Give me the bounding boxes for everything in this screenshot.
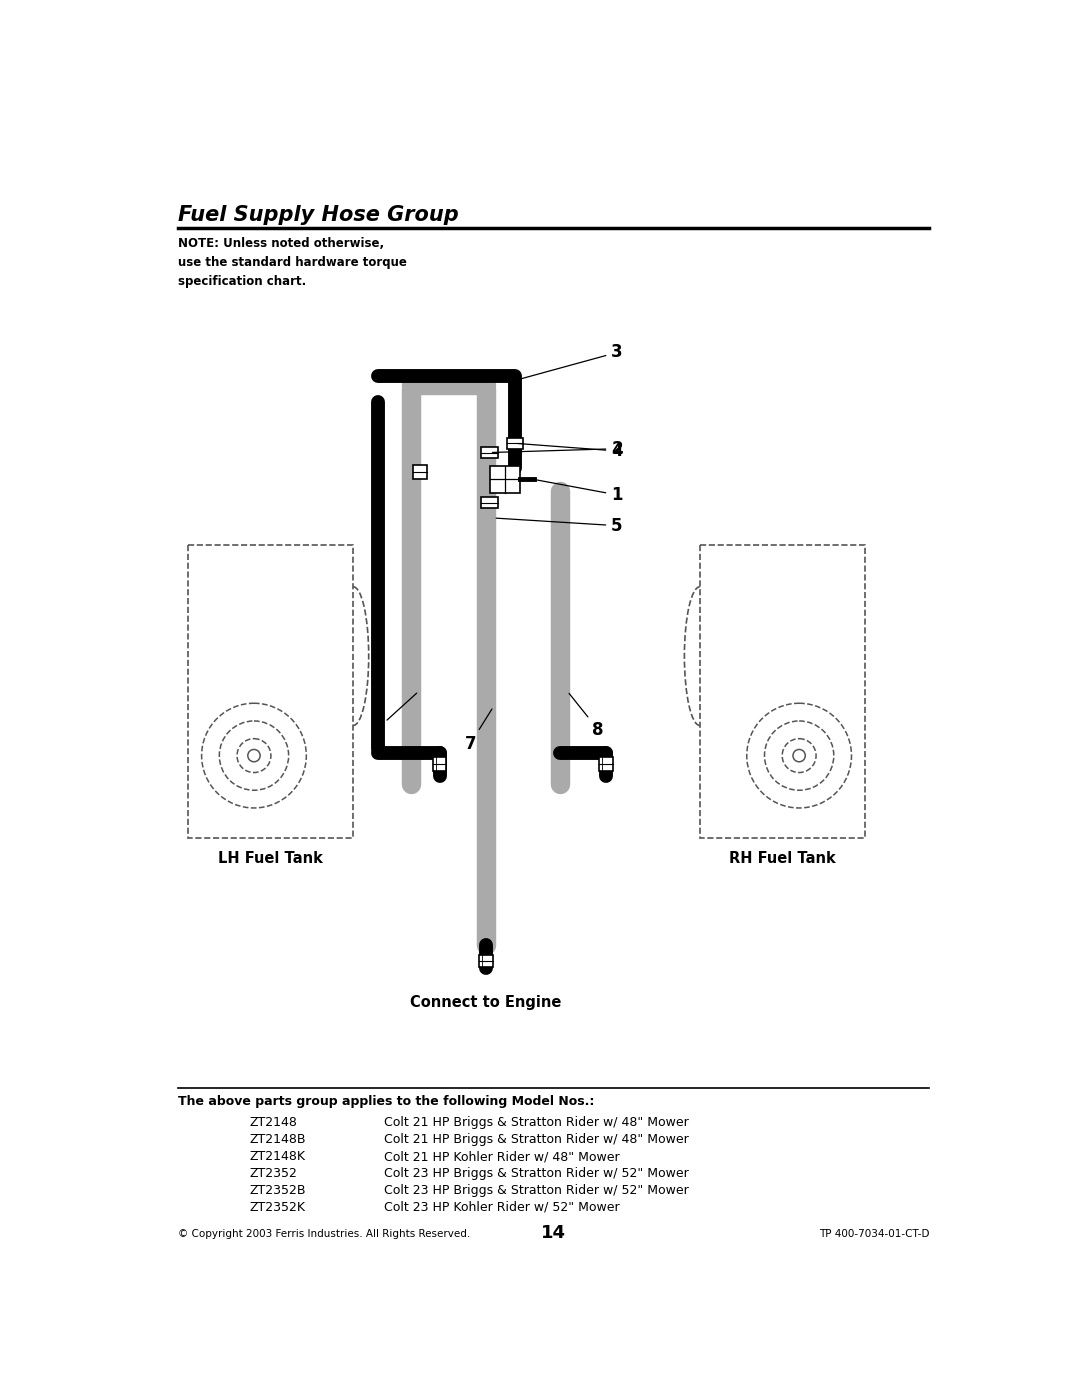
Bar <box>188 545 353 838</box>
Text: ZT2148: ZT2148 <box>249 1116 297 1129</box>
Text: Colt 21 HP Kohler Rider w/ 48" Mower: Colt 21 HP Kohler Rider w/ 48" Mower <box>384 1150 620 1164</box>
Text: 3: 3 <box>522 344 623 379</box>
Text: 6: 6 <box>370 693 417 739</box>
Text: 5: 5 <box>496 517 623 535</box>
Text: Colt 23 HP Briggs & Stratton Rider w/ 52" Mower: Colt 23 HP Briggs & Stratton Rider w/ 52… <box>384 1166 689 1180</box>
Text: © Copyright 2003 Ferris Industries. All Rights Reserved.: © Copyright 2003 Ferris Industries. All … <box>178 1229 470 1239</box>
Text: Colt 23 HP Kohler Rider w/ 52" Mower: Colt 23 HP Kohler Rider w/ 52" Mower <box>384 1201 620 1214</box>
Bar <box>433 757 446 771</box>
Text: RH Fuel Tank: RH Fuel Tank <box>729 851 836 866</box>
Bar <box>507 437 524 448</box>
Text: ZT2148K: ZT2148K <box>249 1150 306 1164</box>
Text: TP 400-7034-01-CT-D: TP 400-7034-01-CT-D <box>819 1229 929 1239</box>
Text: ZT2352B: ZT2352B <box>249 1185 306 1197</box>
Text: Connect to Engine: Connect to Engine <box>410 996 562 1010</box>
Text: 14: 14 <box>541 1224 566 1242</box>
Bar <box>489 465 521 493</box>
Text: 1: 1 <box>537 481 623 504</box>
Bar <box>414 465 428 479</box>
Text: NOTE: Unless noted otherwise,
use the standard hardware torque
specification cha: NOTE: Unless noted otherwise, use the st… <box>178 237 406 288</box>
Text: Colt 23 HP Briggs & Stratton Rider w/ 52" Mower: Colt 23 HP Briggs & Stratton Rider w/ 52… <box>384 1185 689 1197</box>
Bar <box>478 954 492 967</box>
Text: 8: 8 <box>569 693 604 739</box>
Bar <box>481 447 498 458</box>
Bar <box>599 757 612 771</box>
Text: LH Fuel Tank: LH Fuel Tank <box>218 851 323 866</box>
Bar <box>700 545 865 838</box>
Text: The above parts group applies to the following Model Nos.:: The above parts group applies to the fol… <box>178 1095 594 1108</box>
Bar <box>481 497 498 509</box>
Text: Colt 21 HP Briggs & Stratton Rider w/ 48" Mower: Colt 21 HP Briggs & Stratton Rider w/ 48… <box>384 1133 689 1146</box>
Text: 7: 7 <box>464 710 492 753</box>
Text: ZT2352K: ZT2352K <box>249 1201 306 1214</box>
Text: ZT2352: ZT2352 <box>249 1166 297 1180</box>
Text: Fuel Supply Hose Group: Fuel Supply Hose Group <box>178 204 459 225</box>
Text: ZT2148B: ZT2148B <box>249 1133 306 1146</box>
Text: Colt 21 HP Briggs & Stratton Rider w/ 48" Mower: Colt 21 HP Briggs & Stratton Rider w/ 48… <box>384 1116 689 1129</box>
Text: 2: 2 <box>492 440 623 458</box>
Text: 4: 4 <box>517 441 623 460</box>
